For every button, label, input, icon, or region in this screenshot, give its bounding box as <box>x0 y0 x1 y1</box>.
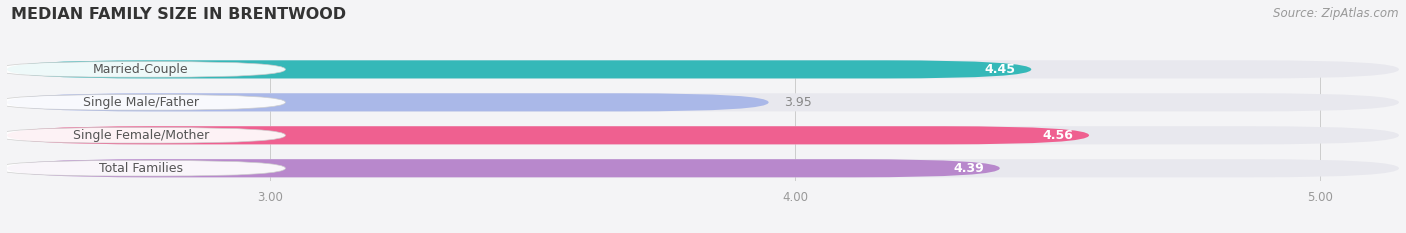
FancyBboxPatch shape <box>0 161 285 176</box>
FancyBboxPatch shape <box>0 95 285 110</box>
Text: 3.95: 3.95 <box>785 96 813 109</box>
FancyBboxPatch shape <box>7 60 1399 79</box>
FancyBboxPatch shape <box>7 60 1031 79</box>
FancyBboxPatch shape <box>7 126 1399 144</box>
Text: Married-Couple: Married-Couple <box>93 63 188 76</box>
FancyBboxPatch shape <box>0 127 285 143</box>
FancyBboxPatch shape <box>7 93 1399 111</box>
Text: Source: ZipAtlas.com: Source: ZipAtlas.com <box>1274 7 1399 20</box>
Text: Single Female/Mother: Single Female/Mother <box>73 129 209 142</box>
Text: 4.39: 4.39 <box>953 162 984 175</box>
FancyBboxPatch shape <box>0 62 285 77</box>
FancyBboxPatch shape <box>7 126 1090 144</box>
Text: Single Male/Father: Single Male/Father <box>83 96 200 109</box>
Text: 4.56: 4.56 <box>1042 129 1073 142</box>
FancyBboxPatch shape <box>7 159 1399 177</box>
Text: MEDIAN FAMILY SIZE IN BRENTWOOD: MEDIAN FAMILY SIZE IN BRENTWOOD <box>11 7 346 22</box>
FancyBboxPatch shape <box>7 159 1000 177</box>
Text: Total Families: Total Families <box>98 162 183 175</box>
FancyBboxPatch shape <box>7 93 769 111</box>
Text: 4.45: 4.45 <box>984 63 1015 76</box>
